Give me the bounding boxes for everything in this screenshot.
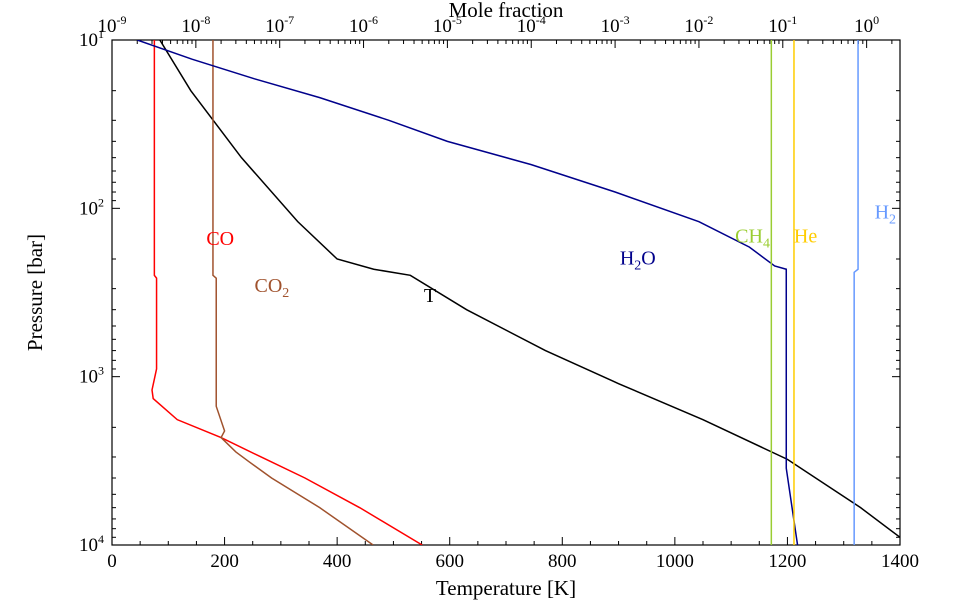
label-CH4: CH4: [735, 226, 770, 252]
svg-text:102: 102: [79, 195, 104, 219]
svg-text:0: 0: [107, 551, 117, 572]
svg-text:600: 600: [435, 551, 464, 572]
svg-text:100: 100: [854, 13, 879, 37]
label-T: T: [424, 285, 436, 307]
chart-container: 0 200 400 600 800 1000 1200 1400 Temperature [K]…: [0, 0, 960, 601]
atmosphere-profile-chart: 0 200 400 600 800 1000 1200 1400 Temperature [K]…: [0, 0, 960, 601]
svg-text:1200: 1200: [768, 551, 806, 572]
svg-text:10-3: 10-3: [601, 13, 630, 37]
label-CO2: CO2: [255, 275, 290, 301]
svg-text:Mole fraction: Mole fraction: [449, 0, 564, 22]
svg-text:101: 101: [79, 27, 104, 51]
label-He: He: [794, 226, 817, 248]
svg-text:200: 200: [210, 551, 239, 572]
svg-text:10-1: 10-1: [768, 13, 797, 37]
svg-text:10-2: 10-2: [684, 13, 713, 37]
svg-text:1400: 1400: [881, 551, 919, 572]
svg-text:Pressure [bar]: Pressure [bar]: [23, 234, 47, 351]
series-H2: [854, 40, 858, 545]
svg-text:Temperature [K]: Temperature [K]: [436, 576, 576, 600]
label-H2: H2: [875, 202, 896, 228]
svg-text:10-8: 10-8: [181, 13, 210, 37]
svg-text:104: 104: [79, 532, 104, 556]
svg-text:10-7: 10-7: [265, 13, 294, 37]
label-H2O: H2O: [620, 247, 656, 273]
series-CO2: [213, 40, 373, 545]
svg-text:400: 400: [323, 551, 352, 572]
label-CO: CO: [206, 228, 234, 250]
svg-text:800: 800: [548, 551, 577, 572]
series-H2O: [137, 40, 797, 545]
svg-text:103: 103: [79, 364, 104, 388]
svg-text:10-6: 10-6: [349, 13, 378, 37]
svg-text:1000: 1000: [656, 551, 694, 572]
